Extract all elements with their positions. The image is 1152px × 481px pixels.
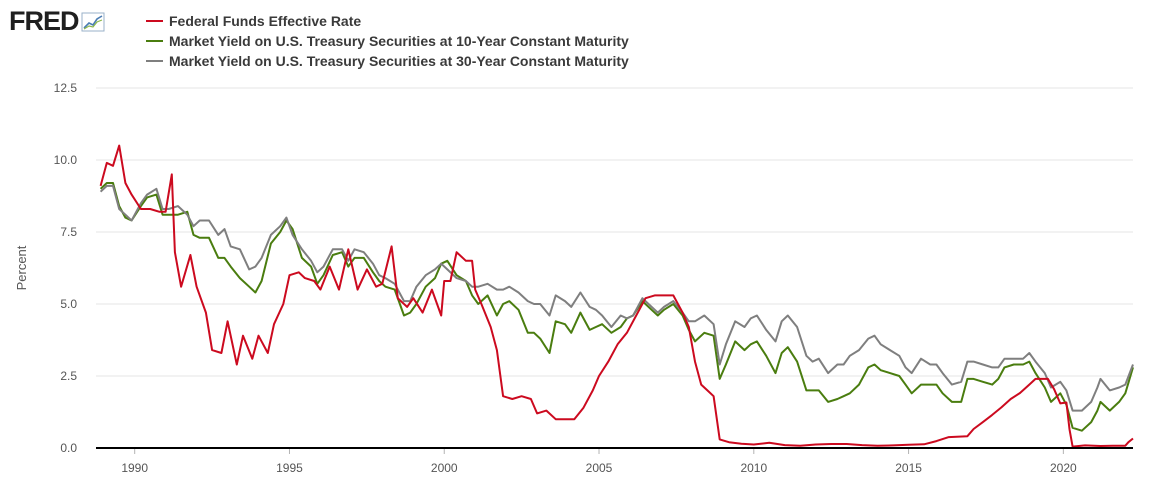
trend-line-icon	[81, 12, 104, 31]
gridlines	[96, 87, 1133, 377]
x-tick-label: 2020	[1050, 461, 1077, 475]
x-tick-label: 2000	[431, 461, 458, 475]
y-tick-label: 0.0	[60, 441, 77, 455]
x-tick-label: 2005	[586, 461, 613, 475]
y-tick-label: 10.0	[54, 153, 78, 167]
legend-swatch-30-year	[146, 60, 163, 62]
y-axis-title: Percent	[14, 245, 29, 290]
legend-swatch-fed-funds	[146, 20, 163, 22]
x-tick-label: 1990	[121, 461, 148, 475]
series-line-0[interactable]	[99, 144, 1134, 448]
y-axis-ticks: 0.0 2.5 5.0 7.5 10.0 12.5	[54, 81, 78, 455]
legend-item-30-year[interactable]: Market Yield on U.S. Treasury Securities…	[146, 51, 629, 71]
chart-legend: Federal Funds Effective Rate Market Yiel…	[146, 11, 629, 71]
legend-label-10-year: Market Yield on U.S. Treasury Securities…	[169, 33, 629, 49]
series-line-1[interactable]	[99, 182, 1134, 432]
y-tick-label: 5.0	[60, 297, 77, 311]
legend-label-30-year: Market Yield on U.S. Treasury Securities…	[169, 53, 629, 69]
y-tick-label: 12.5	[54, 81, 78, 95]
legend-swatch-10-year	[146, 40, 163, 42]
y-tick-label: 7.5	[60, 225, 77, 239]
legend-item-10-year[interactable]: Market Yield on U.S. Treasury Securities…	[146, 31, 629, 51]
series-line-2[interactable]	[99, 184, 1134, 412]
series-lines	[99, 144, 1134, 448]
x-axis-ticks: 1990 1995 2000 2005 2010 2015 2020	[121, 448, 1077, 475]
y-tick-label: 2.5	[60, 369, 77, 383]
legend-item-fed-funds[interactable]: Federal Funds Effective Rate	[146, 11, 629, 31]
x-tick-label: 2010	[740, 461, 767, 475]
logo-text: FRED	[9, 6, 79, 36]
legend-label-fed-funds: Federal Funds Effective Rate	[169, 13, 362, 29]
fred-logo[interactable]: FRED	[9, 6, 105, 37]
x-tick-label: 2015	[895, 461, 922, 475]
x-tick-label: 1995	[276, 461, 303, 475]
